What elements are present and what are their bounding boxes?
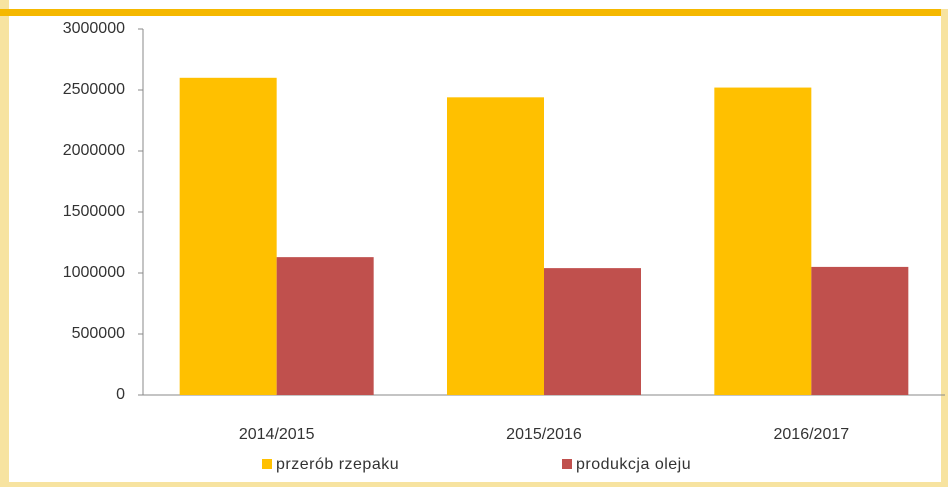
bar	[276, 257, 374, 395]
bar	[179, 77, 277, 396]
bar	[544, 268, 641, 395]
frame-right	[941, 9, 948, 487]
legend-swatch	[562, 459, 572, 469]
x-tick-label: 2015/2016	[506, 426, 582, 443]
bar	[714, 87, 812, 395]
legend-swatch	[262, 459, 272, 469]
legend-label: przerób rzepaku	[276, 456, 399, 473]
frame-left	[0, 0, 9, 487]
bar	[447, 97, 544, 395]
y-tick-label: 2000000	[63, 142, 125, 159]
x-tick-label: 2016/2017	[774, 426, 850, 443]
y-tick-label: 500000	[72, 325, 125, 342]
y-tick-label: 1500000	[63, 203, 125, 220]
x-tick-label: 2014/2015	[239, 426, 315, 443]
y-tick-label: 2500000	[63, 81, 125, 98]
frame-bottom	[0, 482, 948, 487]
y-tick-label: 0	[116, 386, 125, 403]
frame-top	[0, 9, 948, 16]
legend-label: produkcja oleju	[576, 456, 691, 473]
bar	[811, 266, 909, 395]
y-tick-label: 3000000	[63, 20, 125, 37]
y-tick-label: 1000000	[63, 264, 125, 281]
